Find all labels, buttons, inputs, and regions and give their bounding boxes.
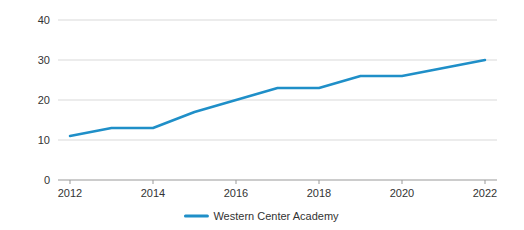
x-tick bbox=[70, 180, 71, 184]
y-tick-label: 10 bbox=[38, 134, 50, 146]
chart: 0 10 20 30 40 2012 2014 2016 2018 2020 2022 Western… bbox=[0, 0, 524, 230]
x-tick-label: 2020 bbox=[390, 187, 414, 199]
legend-item: Western Center Academy bbox=[185, 210, 339, 222]
grid-line bbox=[58, 60, 497, 61]
x-tick-label: 2018 bbox=[307, 187, 331, 199]
legend-swatch bbox=[185, 215, 207, 218]
y-tick-label: 30 bbox=[38, 54, 50, 66]
x-tick-label: 2022 bbox=[473, 187, 497, 199]
y-tick-label: 0 bbox=[44, 174, 50, 186]
grid-line bbox=[58, 140, 497, 141]
x-tick bbox=[153, 180, 154, 184]
grid-line bbox=[58, 20, 497, 21]
x-tick bbox=[319, 180, 320, 184]
x-tick-label: 2012 bbox=[58, 187, 82, 199]
grid-line bbox=[58, 100, 497, 101]
x-tick-label: 2014 bbox=[141, 187, 165, 199]
x-tick bbox=[236, 180, 237, 184]
grid-line bbox=[58, 180, 497, 181]
y-tick-label: 40 bbox=[38, 14, 50, 26]
plot-area bbox=[70, 60, 485, 136]
x-tick bbox=[485, 180, 486, 184]
x-tick-label: 2016 bbox=[224, 187, 248, 199]
legend-label: Western Center Academy bbox=[213, 210, 339, 222]
series-line bbox=[70, 60, 485, 136]
y-tick-label: 20 bbox=[38, 94, 50, 106]
x-tick bbox=[402, 180, 403, 184]
